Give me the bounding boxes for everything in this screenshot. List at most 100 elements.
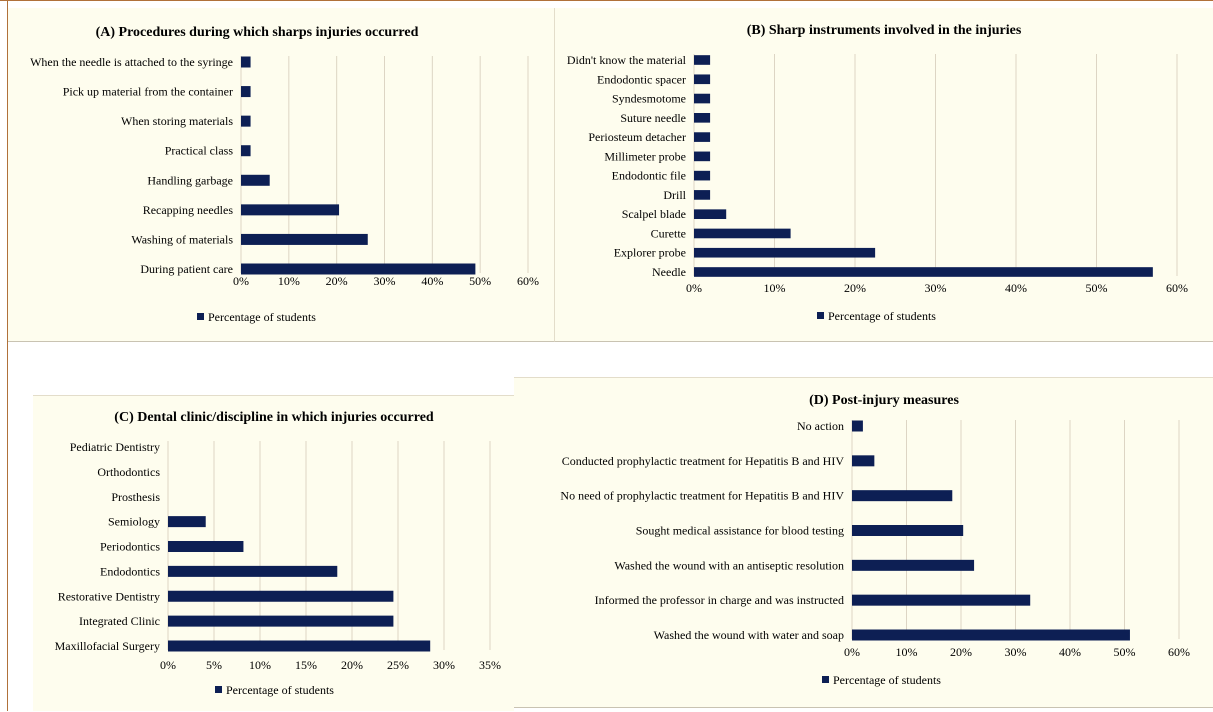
chart-b-tick-label: 20% xyxy=(844,281,866,295)
chart-b-bar xyxy=(694,55,711,65)
chart-a-category-label: Practical class xyxy=(165,144,234,158)
chart-b-bar xyxy=(694,247,876,258)
chart-c-tick-label: 10% xyxy=(249,658,271,672)
chart-b-bar xyxy=(694,151,711,162)
chart-a: (A) Procedures during which sharps injur… xyxy=(30,25,539,324)
chart-a-bar xyxy=(241,115,251,127)
chart-d-tick-label: 20% xyxy=(950,645,972,659)
chart-a-tick-label: 0% xyxy=(233,274,249,288)
chart-c-category-label: Prosthesis xyxy=(111,490,160,504)
chart-d-bar xyxy=(852,525,964,536)
chart-b-title: (B) Sharp instruments involved in the in… xyxy=(747,23,1022,38)
chart-b-tick-label: 40% xyxy=(1005,281,1027,295)
chart-b-category-label: Didn't know the material xyxy=(567,53,687,67)
chart-panel-c: (C) Dental clinic/discipline in which in… xyxy=(33,395,514,711)
chart-panel-a: (A) Procedures during which sharps injur… xyxy=(8,8,554,342)
chart-c-category-label: Restorative Dentistry xyxy=(58,589,160,603)
chart-b-tick-label: 0% xyxy=(686,281,702,295)
chart-c-category-label: Periodontics xyxy=(100,540,160,554)
chart-a-category-label: During patient care xyxy=(140,262,233,276)
chart-c-category-label: Semiology xyxy=(108,515,160,529)
chart-c-bar xyxy=(168,590,394,602)
chart-a-tick-label: 30% xyxy=(374,274,396,288)
chart-b-tick-label: 30% xyxy=(925,281,947,295)
chart-a-category-label: Washing of materials xyxy=(131,232,233,246)
chart-b-category-label: Endodontic spacer xyxy=(597,72,686,86)
chart-b-bar xyxy=(694,132,711,142)
chart-c-category-label: Integrated Clinic xyxy=(79,614,160,628)
chart-d-category-label: Washed the wound with water and soap xyxy=(654,628,844,642)
chart-c-tick-label: 35% xyxy=(479,658,501,672)
chart-c-title: (C) Dental clinic/discipline in which in… xyxy=(114,410,434,425)
chart-a-bar xyxy=(241,56,251,68)
chart-b: (B) Sharp instruments involved in the in… xyxy=(567,23,1188,323)
chart-a-bar xyxy=(241,263,476,275)
chart-a-legend-swatch xyxy=(197,313,204,320)
chart-d-bar xyxy=(852,559,975,571)
chart-b-bar xyxy=(694,228,791,239)
chart-b-category-label: Periosteum detacher xyxy=(588,130,686,144)
chart-b-bar xyxy=(694,267,1153,277)
chart-c-tick-label: 15% xyxy=(295,658,317,672)
chart-d-bar xyxy=(852,455,875,467)
chart-a-tick-label: 40% xyxy=(421,274,443,288)
chart-a-tick-label: 60% xyxy=(517,274,539,288)
chart-d-tick-label: 0% xyxy=(844,645,860,659)
chart-c-category-label: Orthodontics xyxy=(97,465,160,479)
chart-a-bar xyxy=(241,204,340,216)
chart-a-bar xyxy=(241,86,251,98)
chart-c: (C) Dental clinic/discipline in which in… xyxy=(55,410,501,697)
chart-c-bar xyxy=(168,516,206,528)
chart-b-category-label: Millimeter probe xyxy=(604,149,686,163)
chart-d-category-label: Informed the professor in charge and was… xyxy=(595,593,844,607)
chart-d-tick-label: 40% xyxy=(1059,645,1081,659)
chart-b-category-label: Curette xyxy=(651,226,686,240)
chart-d-category-label: No action xyxy=(797,419,844,433)
chart-b-tick-label: 50% xyxy=(1086,281,1108,295)
chart-c-legend-label: Percentage of students xyxy=(226,683,334,697)
chart-a-category-label: Recapping needles xyxy=(143,203,234,217)
chart-c-bar xyxy=(168,541,244,552)
chart-b-tick-label: 10% xyxy=(764,281,786,295)
chart-b-bar xyxy=(694,113,711,123)
chart-c-category-label: Maxillofacial Surgery xyxy=(55,639,160,653)
chart-a-bar xyxy=(241,233,368,245)
chart-b-category-label: Syndesmotome xyxy=(612,92,686,106)
chart-d-category-label: Sought medical assistance for blood test… xyxy=(636,524,844,538)
chart-b-bar xyxy=(694,93,711,104)
chart-d-legend-label: Percentage of students xyxy=(833,673,941,687)
chart-panel-b: (B) Sharp instruments involved in the in… xyxy=(554,8,1213,342)
chart-d-tick-label: 60% xyxy=(1168,645,1190,659)
chart-a-tick-label: 20% xyxy=(326,274,348,288)
chart-b-bar xyxy=(694,190,711,200)
chart-a-category-label: When the needle is attached to the syrin… xyxy=(30,55,233,69)
chart-a-tick-label: 50% xyxy=(469,274,491,288)
chart-c-category-label: Endodontics xyxy=(100,564,160,578)
chart-b-tick-label: 60% xyxy=(1166,281,1188,295)
chart-c-bar xyxy=(168,565,338,577)
chart-d-title: (D) Post-injury measures xyxy=(809,393,959,408)
chart-d-tick-label: 10% xyxy=(896,645,918,659)
chart-b-category-label: Suture needle xyxy=(620,111,686,125)
chart-b-bar xyxy=(694,209,727,219)
chart-d: (D) Post-injury measures 0% 10% 20% 30% 40% 50… xyxy=(560,393,1190,687)
frame-left-line xyxy=(7,0,8,711)
chart-b-legend-label: Percentage of students xyxy=(828,309,936,323)
chart-c-bar xyxy=(168,640,431,652)
chart-c-bar xyxy=(168,615,394,627)
chart-b-category-label: Drill xyxy=(663,188,686,202)
chart-a-bar xyxy=(241,145,251,157)
chart-a-title: (A) Procedures during which sharps injur… xyxy=(96,25,419,40)
chart-b-category-label: Scalpel blade xyxy=(622,207,686,221)
chart-a-legend-label: Percentage of students xyxy=(208,310,316,324)
chart-c-tick-label: 5% xyxy=(206,658,222,672)
chart-b-bar xyxy=(694,170,711,181)
chart-d-bar xyxy=(852,420,863,432)
chart-c-category-label: Pediatric Dentistry xyxy=(70,440,160,454)
chart-c-tick-label: 0% xyxy=(160,658,176,672)
chart-b-category-label: Endodontic file xyxy=(612,169,686,183)
chart-b-legend-swatch xyxy=(817,312,824,319)
chart-c-tick-label: 25% xyxy=(387,658,409,672)
chart-a-category-label: When storing materials xyxy=(121,114,233,128)
chart-c-tick-label: 20% xyxy=(341,658,363,672)
